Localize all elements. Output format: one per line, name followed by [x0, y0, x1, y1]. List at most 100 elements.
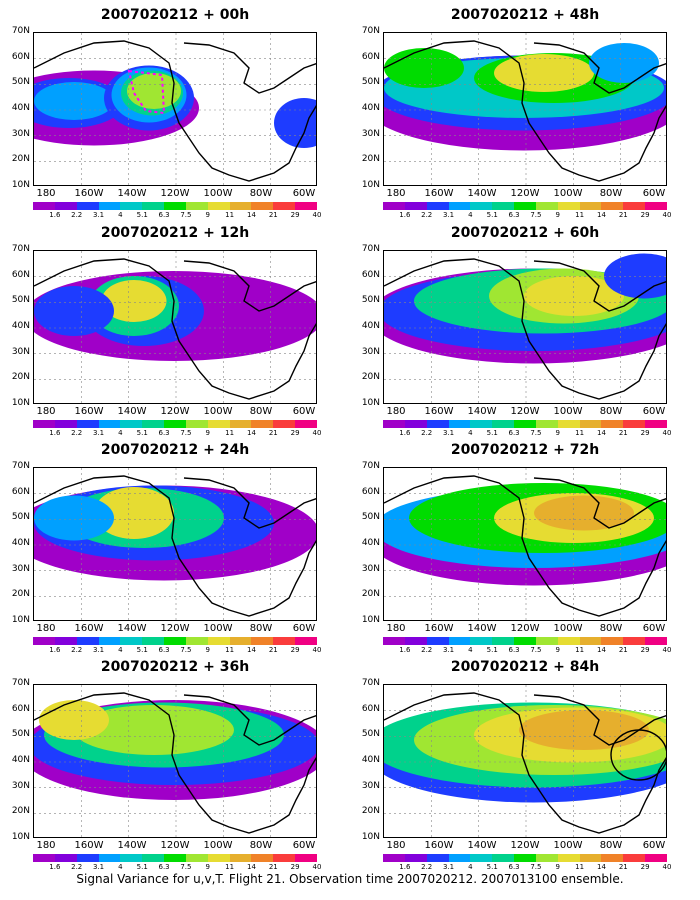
colorbar-label: 4: [118, 429, 123, 437]
longitude-label: 60W: [292, 623, 316, 634]
panel-title: 2007020212 + 72h: [450, 442, 600, 458]
longitude-label: 60W: [642, 188, 666, 199]
longitude-label: 140W: [467, 840, 497, 851]
longitude-label: 120W: [510, 623, 540, 634]
colorbar-label: 9: [555, 211, 560, 219]
colorbar-swatch: [295, 202, 317, 210]
colorbar-swatch: [601, 854, 624, 862]
colorbar-swatch: [142, 854, 165, 862]
longitude-label: 100W: [203, 188, 233, 199]
latitude-label: 40N: [11, 103, 30, 113]
colorbar-swatch: [229, 854, 252, 862]
colorbar-label: 14: [246, 211, 256, 219]
longitude-label: 160W: [424, 623, 454, 634]
colorbar-swatch: [251, 854, 274, 862]
colorbar-label: 29: [290, 211, 300, 219]
colorbar-label: 3.1: [92, 863, 105, 871]
colorbar-swatch: [448, 637, 471, 645]
latitude-label: 30N: [361, 128, 380, 139]
colorbar-swatch: [76, 420, 99, 428]
longitude-label: 160W: [74, 406, 104, 417]
colorbar-swatch: [645, 637, 667, 645]
panel-title: 2007020212 + 00h: [100, 7, 250, 23]
colorbar-label: 7.5: [180, 863, 192, 871]
longitude-label: 100W: [203, 406, 233, 417]
colorbar-label: 21: [268, 863, 278, 871]
colorbar: [33, 854, 317, 862]
latitude-label: 30N: [11, 128, 30, 139]
latitude-label: 40N: [361, 538, 380, 548]
colorbar-label: 3.1: [442, 211, 455, 219]
map-area: [383, 250, 667, 404]
longitude-label: 120W: [510, 406, 540, 417]
latitude-label: 30N: [361, 563, 380, 574]
longitude-label: 160W: [74, 188, 104, 199]
colorbar-swatch: [120, 202, 143, 210]
colorbar-label: 7.5: [530, 429, 542, 437]
latitude-label: 40N: [361, 321, 380, 331]
longitude-label: 80W: [599, 188, 623, 199]
colorbar-swatch: [98, 202, 121, 210]
colorbar-label: 11: [575, 646, 585, 654]
colorbar-swatch: [514, 202, 536, 210]
longitude-label: 100W: [553, 840, 583, 851]
colorbar-label: 3.1: [92, 211, 105, 219]
longitude-label: 160W: [424, 840, 454, 851]
variance-contour: [34, 82, 114, 120]
colorbar-label: 1.6: [49, 429, 61, 437]
latitude-label: 40N: [361, 755, 380, 765]
longitude-label: 140W: [117, 188, 147, 199]
longitude-label: 80W: [249, 840, 273, 851]
colorbar-swatch: [207, 637, 230, 645]
colorbar-label: 14: [596, 429, 606, 437]
panel-title: 2007020212 + 84h: [450, 659, 600, 675]
colorbar-swatch: [33, 202, 55, 210]
panel-title: 2007020212 + 48h: [450, 7, 600, 23]
colorbar-label: 11: [575, 863, 585, 871]
colorbar-swatch: [492, 637, 515, 645]
variance-contour: [384, 48, 464, 88]
colorbar-swatch: [98, 420, 121, 428]
colorbar-label: 3.1: [442, 863, 455, 871]
colorbar-label: 6.3: [508, 211, 520, 219]
colorbar-label: 21: [618, 429, 628, 437]
longitude-label: 60W: [642, 623, 666, 634]
colorbar-swatch: [492, 420, 515, 428]
colorbar-swatch: [54, 202, 77, 210]
figure-caption: Signal Variance for u,v,T. Flight 21. Ob…: [76, 872, 624, 886]
colorbar-swatch: [645, 202, 667, 210]
colorbar-swatch: [251, 202, 274, 210]
panel-title: 2007020212 + 24h: [100, 442, 250, 458]
coastline: [384, 475, 666, 617]
colorbar-label: 29: [640, 429, 650, 437]
colorbar-swatch: [164, 854, 186, 862]
colorbar-swatch: [579, 202, 602, 210]
colorbar-label: 6.3: [508, 863, 520, 871]
latitude-label: 20N: [11, 154, 30, 165]
longitude-label: 60W: [292, 840, 316, 851]
colorbar-swatch: [579, 854, 602, 862]
latitude-label: 60N: [11, 486, 30, 497]
colorbar: [33, 202, 317, 210]
longitude-label: 180: [36, 406, 56, 417]
colorbar-swatch: [54, 637, 77, 645]
colorbar-swatch: [273, 637, 296, 645]
colorbar-label: 5.1: [136, 646, 148, 654]
variance-contour: [274, 98, 316, 148]
colorbar-label: 14: [596, 646, 606, 654]
colorbar-label: 5.1: [136, 211, 148, 219]
colorbar-swatch: [448, 854, 471, 862]
longitude-label: 80W: [599, 840, 623, 851]
colorbar-swatch: [470, 637, 493, 645]
colorbar-swatch: [579, 637, 602, 645]
colorbar-label: 2.2: [71, 429, 83, 437]
longitude-label: 100W: [553, 623, 583, 634]
colorbar-swatch: [229, 637, 252, 645]
colorbar-label: 5.1: [136, 863, 148, 871]
colorbar-label: 40: [662, 429, 672, 437]
colorbar-label: 1.6: [49, 646, 61, 654]
colorbar-label: 9: [205, 863, 210, 871]
longitude-label: 100W: [203, 623, 233, 634]
colorbar-swatch: [492, 202, 515, 210]
colorbar-label: 21: [618, 211, 628, 219]
